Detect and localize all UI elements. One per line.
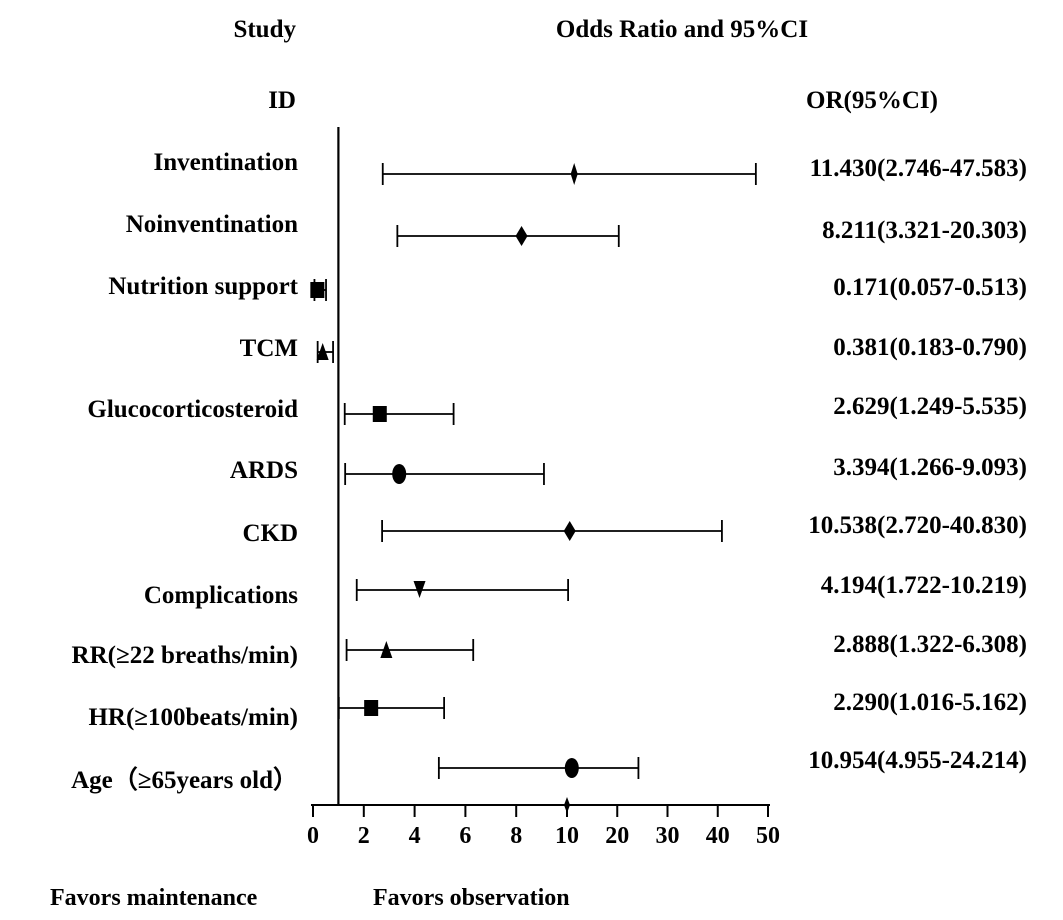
row-label: Inventination	[154, 149, 299, 176]
or-value: 10.538(2.720-40.830)	[808, 512, 1027, 539]
row-label: Nutrition support	[108, 273, 298, 300]
point-estimate	[372, 406, 387, 422]
row-label: RR(≥22 breaths/min)	[72, 642, 298, 669]
or-value: 0.171(0.057-0.513)	[833, 274, 1027, 301]
or-value: 0.381(0.183-0.790)	[833, 334, 1027, 361]
or-value: 8.211(3.321-20.303)	[822, 217, 1027, 244]
point-estimate	[380, 641, 393, 658]
point-estimate	[392, 464, 407, 484]
x-tick-label: 8	[510, 823, 522, 849]
point-estimate	[563, 521, 576, 541]
x-tick-label: 0	[307, 823, 319, 849]
point-estimate	[316, 343, 329, 360]
or-value: 2.629(1.249-5.535)	[833, 393, 1027, 420]
x-tick-label: 6	[459, 823, 471, 849]
x-tick-label: 30	[656, 823, 680, 849]
row-label: Age（≥65years old）	[71, 765, 298, 794]
x-tick-label: 4	[409, 823, 421, 849]
or-value: 10.954(4.955-24.214)	[808, 747, 1027, 774]
x-tick-label: 40	[706, 823, 730, 849]
row-label: CKD	[242, 520, 298, 547]
x-tick-label: 50	[756, 823, 780, 849]
axis-marker	[564, 797, 570, 813]
header-or-column: OR(95%CI)	[806, 87, 938, 114]
or-value: 11.430(2.746-47.583)	[810, 155, 1027, 182]
row-label: Glucocorticosteroid	[87, 396, 298, 423]
favors-left-label: Favors maintenance	[50, 885, 258, 911]
point-estimate	[413, 581, 426, 598]
point-estimate	[564, 758, 579, 778]
row-label: ARDS	[230, 457, 298, 484]
x-tick-label: 2	[358, 823, 370, 849]
point-estimate	[570, 163, 578, 185]
row-label: Complications	[144, 582, 298, 609]
or-value: 2.290(1.016-5.162)	[833, 689, 1027, 716]
header-id: ID	[268, 87, 296, 114]
row-label: Noinventination	[126, 211, 298, 238]
or-value: 3.394(1.266-9.093)	[833, 454, 1027, 481]
x-tick-label: 20	[605, 823, 629, 849]
or-value: 2.888(1.322-6.308)	[833, 631, 1027, 658]
x-tick-label: 10	[555, 823, 579, 849]
row-label: HR(≥100beats/min)	[88, 704, 298, 731]
header-title: Odds Ratio and 95%CI	[556, 16, 808, 43]
or-value: 4.194(1.722-10.219)	[821, 572, 1027, 599]
row-label: TCM	[240, 335, 298, 362]
favors-right-label: Favors observation	[373, 885, 570, 911]
header-study: Study	[233, 16, 296, 43]
point-estimate	[310, 282, 325, 298]
point-estimate	[515, 226, 528, 246]
point-estimate	[364, 700, 379, 716]
